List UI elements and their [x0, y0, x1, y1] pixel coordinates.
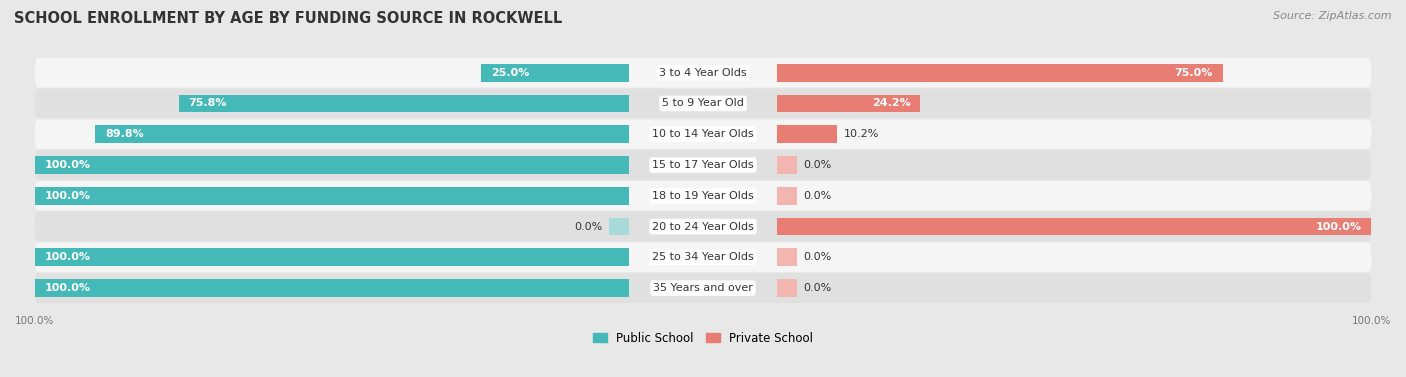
Text: 0.0%: 0.0%	[575, 222, 603, 231]
Text: 0.0%: 0.0%	[803, 191, 831, 201]
Bar	[776, 218, 1371, 236]
Text: 20 to 24 Year Olds: 20 to 24 Year Olds	[652, 222, 754, 231]
Text: 89.8%: 89.8%	[105, 129, 145, 139]
Bar	[179, 95, 630, 112]
Bar	[776, 156, 797, 174]
Text: 15 to 17 Year Olds: 15 to 17 Year Olds	[652, 160, 754, 170]
FancyBboxPatch shape	[35, 120, 1371, 149]
FancyBboxPatch shape	[35, 89, 1371, 118]
Text: SCHOOL ENROLLMENT BY AGE BY FUNDING SOURCE IN ROCKWELL: SCHOOL ENROLLMENT BY AGE BY FUNDING SOUR…	[14, 11, 562, 26]
FancyBboxPatch shape	[35, 273, 1371, 303]
Text: 10 to 14 Year Olds: 10 to 14 Year Olds	[652, 129, 754, 139]
Text: 0.0%: 0.0%	[803, 160, 831, 170]
Text: 100.0%: 100.0%	[1315, 222, 1361, 231]
Bar	[776, 279, 797, 297]
FancyBboxPatch shape	[35, 58, 1371, 87]
FancyBboxPatch shape	[35, 150, 1371, 180]
FancyBboxPatch shape	[35, 212, 1371, 241]
Text: 100.0%: 100.0%	[45, 160, 91, 170]
Bar	[96, 125, 630, 143]
Text: 25.0%: 25.0%	[491, 68, 529, 78]
Text: 24.2%: 24.2%	[872, 98, 911, 109]
Text: 75.8%: 75.8%	[188, 98, 228, 109]
Text: 100.0%: 100.0%	[45, 283, 91, 293]
Bar	[481, 64, 630, 82]
Text: 0.0%: 0.0%	[803, 283, 831, 293]
FancyBboxPatch shape	[35, 242, 1371, 272]
Text: 100.0%: 100.0%	[45, 252, 91, 262]
Text: 0.0%: 0.0%	[803, 252, 831, 262]
Bar	[35, 279, 630, 297]
FancyBboxPatch shape	[35, 181, 1371, 211]
Text: 3 to 4 Year Olds: 3 to 4 Year Olds	[659, 68, 747, 78]
Bar	[776, 64, 1223, 82]
Text: Source: ZipAtlas.com: Source: ZipAtlas.com	[1274, 11, 1392, 21]
Text: 5 to 9 Year Old: 5 to 9 Year Old	[662, 98, 744, 109]
Text: 10.2%: 10.2%	[844, 129, 879, 139]
Bar	[609, 218, 630, 236]
Bar	[35, 248, 630, 266]
Bar	[35, 187, 630, 205]
Text: 100.0%: 100.0%	[45, 191, 91, 201]
Text: 25 to 34 Year Olds: 25 to 34 Year Olds	[652, 252, 754, 262]
Legend: Public School, Private School: Public School, Private School	[589, 328, 817, 348]
Bar	[776, 248, 797, 266]
Text: 18 to 19 Year Olds: 18 to 19 Year Olds	[652, 191, 754, 201]
Bar	[776, 187, 797, 205]
Bar	[776, 125, 837, 143]
Text: 35 Years and over: 35 Years and over	[652, 283, 754, 293]
Text: 75.0%: 75.0%	[1174, 68, 1212, 78]
Bar	[35, 156, 630, 174]
Bar	[776, 95, 921, 112]
